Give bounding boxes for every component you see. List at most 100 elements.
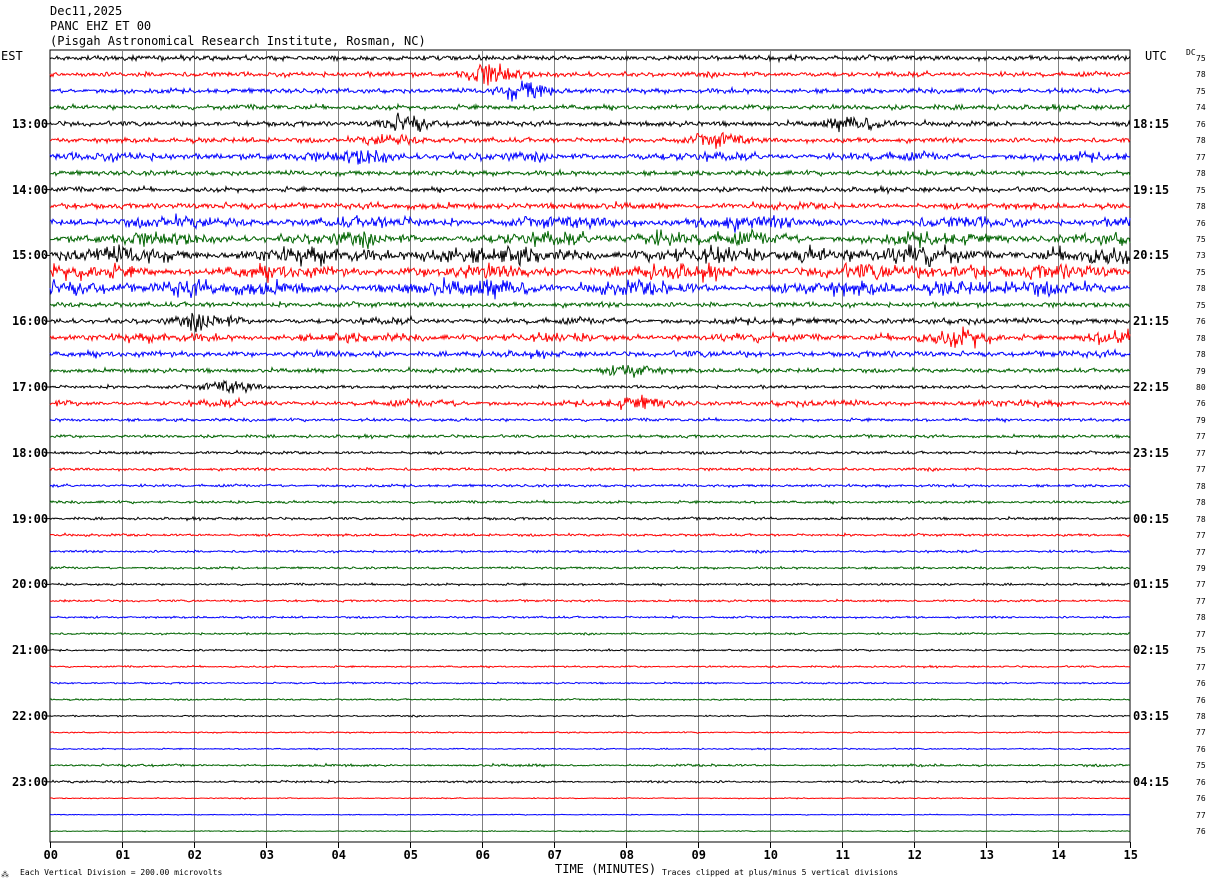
seismic-trace [49,348,1131,360]
seismic-trace [49,200,1131,212]
utc-hour-label: 03:15 [1133,709,1170,723]
est-hour-label: 22:00 [12,709,49,723]
utc-hour-label: 19:15 [1133,182,1170,197]
seismic-trace [49,53,1131,64]
seismic-trace [49,131,1131,149]
dc-offset-value: 77 [1196,810,1206,820]
seismic-trace [49,681,1131,685]
seismic-trace [49,261,1131,283]
utc-hour-label: 01:15 [1133,577,1170,592]
x-tick-label: 01 [115,848,130,862]
x-tick-label: 03 [259,848,274,862]
dc-offset-value: 77 [1196,580,1206,590]
seismic-trace [49,499,1131,506]
x-tick-label: 10 [763,848,778,862]
dc-offset-value: 78 [1196,284,1206,294]
seismic-trace [49,829,1130,833]
dc-offset-value: 76 [1196,744,1206,754]
plot-grid [49,49,1131,843]
dc-offset-value: 77 [1196,465,1206,475]
dc-offset-value: 73 [1196,251,1206,261]
station-code: PANC EHZ ET 00 [50,19,152,33]
est-hour-label: 18:00 [12,445,49,460]
utc-hour-label: 21:15 [1133,314,1170,329]
x-tick-label: 11 [835,848,850,862]
dc-offset-value: 77 [1196,547,1206,557]
dc-offset-value: 76 [1196,399,1206,409]
seismic-trace [49,581,1131,587]
seismic-trace [49,112,1131,133]
seismic-trace [49,631,1131,636]
x-tick-label: 00 [43,848,58,862]
scale-note: Each Vertical Division = 200.00 microvol… [20,868,223,877]
dc-offset-value: 75 [1196,54,1206,63]
x-tick-label: 07 [547,848,562,862]
x-tick-label: 15 [1123,848,1138,862]
dc-offset-value: 75 [1196,267,1206,277]
dc-offset-value: 78 [1196,136,1206,146]
est-hour-label: 23:00 [12,774,49,789]
seismic-trace [49,482,1131,489]
est-zone-label: EST [1,49,23,63]
dc-offset-value: 74 [1196,103,1206,113]
seismic-trace [49,532,1131,538]
utc-zone-label: UTC [1145,49,1167,63]
est-hour-label: 19:00 [12,511,49,526]
seismic-trace [49,326,1131,349]
utc-hour-label: 23:15 [1133,445,1170,460]
dc-offset-value: 75 [1196,86,1206,96]
site-name: (Pisgah Astronomical Research Institute,… [50,34,426,48]
utc-hour-label: 00:15 [1133,511,1170,526]
utc-hour-label: 04:15 [1133,774,1170,789]
dc-offset-value: 76 [1196,317,1206,327]
seismic-trace [49,416,1131,424]
x-tick-label: 05 [403,848,418,862]
x-tick-label: 08 [619,848,634,862]
seismic-trace [49,102,1131,113]
est-hour-label: 16:00 [12,314,49,329]
seismic-trace [49,394,1131,410]
x-axis-title: TIME (MINUTES) [555,862,657,876]
seismic-trace [49,149,1131,165]
seismogram-traces [49,53,1131,833]
seismic-trace [49,614,1131,620]
x-tick-label: 09 [691,848,706,862]
dc-offset-value: 76 [1196,119,1206,129]
seismic-trace [49,779,1131,785]
seismic-trace [49,730,1131,734]
dc-offset-value: 78 [1196,481,1206,491]
seismic-trace [49,664,1131,669]
seismic-trace [49,379,1131,394]
seismic-trace [49,449,1131,456]
utc-hour-label: 20:15 [1133,248,1170,263]
dc-offset-value: 77 [1196,432,1206,442]
dc-offset-value: 75 [1196,234,1206,244]
dc-offset-value: 78 [1196,333,1206,343]
est-hour-label: 21:00 [12,643,49,658]
dc-offset-value: 79 [1196,415,1206,425]
seismic-trace [49,364,1131,378]
est-hour-label: 15:00 [12,248,49,263]
dc-offset-value: 77 [1196,596,1206,606]
dc-offset-value: 78 [1196,712,1206,721]
x-tick-label: 06 [475,848,490,862]
time-axis [45,123,1131,848]
chart-date: Dec11,2025 [50,4,123,18]
est-hour-label: 17:00 [12,380,49,394]
seismic-trace [49,80,1131,102]
utc-hour-label: 22:15 [1133,380,1170,394]
seismic-trace [49,184,1131,195]
logo-icon: ⁂ [1,870,9,879]
dc-offset-value: 77 [1196,152,1206,162]
seismic-trace [49,433,1131,440]
dc-offset-value: 76 [1196,695,1206,705]
seismic-trace [49,244,1131,268]
seismic-trace [49,213,1131,233]
dc-offset-value: 78 [1196,169,1206,179]
seismic-trace [49,63,1131,86]
seismic-trace [49,762,1131,768]
dc-offset-value: 76 [1196,794,1206,804]
seismic-trace [49,648,1131,653]
dc-offset-value: 79 [1196,563,1206,573]
dc-offset-value: 78 [1196,350,1206,360]
